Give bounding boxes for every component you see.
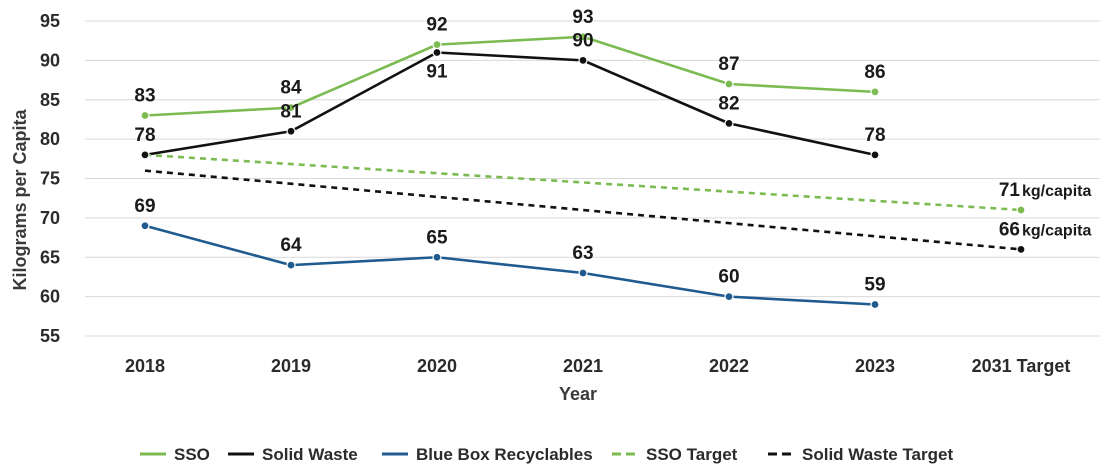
data-point [1016, 244, 1026, 254]
series-line [143, 51, 877, 157]
legend-item: Solid Waste [228, 445, 358, 464]
grid-lines [85, 20, 1100, 337]
y-axis-ticks: 55 60 65 70 75 80 85 90 95 [40, 11, 60, 346]
data-point [286, 103, 296, 113]
legend-item: SSO [140, 445, 210, 464]
data-point [286, 260, 296, 270]
unit-label: kg/capita [1022, 222, 1091, 239]
y-tick-label: 60 [40, 287, 60, 307]
data-point [432, 252, 442, 262]
x-tick-label: 2019 [271, 356, 311, 376]
data-point [578, 55, 588, 65]
data-label: 65 [426, 227, 448, 248]
series-line [143, 224, 877, 306]
data-label: 81 [280, 101, 302, 122]
data-label: 87 [718, 54, 739, 75]
x-axis-ticks: 2018 2019 2020 2021 2022 2023 2031 Target [125, 356, 1070, 376]
legend-label: Solid Waste Target [802, 445, 953, 464]
series-line [144, 153, 1022, 212]
data-point [870, 150, 880, 160]
x-tick-label: 2021 [563, 356, 603, 376]
x-axis-title: Year [559, 384, 597, 404]
legend-item: Blue Box Recyclables [382, 445, 593, 464]
data-label: 93 [572, 7, 593, 28]
y-tick-label: 65 [40, 247, 60, 267]
legend-label: SSO [174, 445, 210, 464]
data-point [724, 292, 734, 302]
data-point [140, 150, 150, 160]
x-tick-label: 2031 Target [972, 356, 1071, 376]
data-label: 64 [280, 235, 302, 256]
data-label: 84 [280, 78, 302, 99]
data-point [286, 126, 296, 136]
series-line [144, 169, 1022, 251]
data-label: 71 [999, 180, 1021, 201]
data-point [1016, 205, 1026, 215]
data-label: 86 [864, 62, 885, 83]
data-point [432, 47, 442, 58]
series-line [143, 35, 877, 117]
data-label: 91 [426, 62, 448, 83]
x-tick-label: 2022 [709, 356, 749, 376]
data-label: 92 [426, 15, 447, 36]
legend-label: Blue Box Recyclables [416, 445, 593, 464]
data-label: 59 [864, 275, 885, 296]
data-point [870, 299, 880, 310]
legend: SSO Solid Waste Blue Box Recyclables SSO Ta… [140, 445, 953, 464]
legend-label: Solid Waste [262, 445, 358, 464]
series-lines [143, 35, 1022, 306]
data-label: 60 [718, 267, 739, 288]
data-label: 83 [134, 86, 155, 107]
data-label: 78 [864, 125, 885, 146]
y-tick-label: 70 [40, 208, 60, 228]
x-tick-label: 2023 [855, 356, 895, 376]
data-point [140, 110, 150, 121]
data-point [140, 221, 150, 231]
x-tick-label: 2020 [417, 356, 457, 376]
y-tick-label: 90 [40, 50, 60, 70]
data-label: 90 [572, 30, 593, 51]
legend-label: SSO Target [646, 445, 738, 464]
y-tick-label: 95 [40, 11, 60, 31]
data-label: 66 [999, 219, 1020, 240]
y-tick-label: 85 [40, 90, 60, 110]
data-label: 63 [572, 243, 593, 264]
data-point [724, 118, 734, 128]
y-tick-label: 55 [40, 326, 60, 346]
legend-item: Solid Waste Target [768, 445, 953, 464]
data-point [724, 79, 734, 89]
y-tick-label: 80 [40, 129, 60, 149]
unit-label: kg/capita [1022, 183, 1091, 200]
data-point [870, 87, 880, 97]
x-tick-label: 2018 [125, 356, 165, 376]
data-point [432, 40, 442, 50]
data-label: 78 [134, 125, 155, 146]
legend-item: SSO Target [612, 445, 738, 464]
y-axis-title: Kilograms per Capita [10, 108, 30, 290]
data-label: 69 [134, 196, 155, 217]
data-points [140, 32, 1026, 310]
y-tick-label: 75 [40, 169, 60, 189]
data-point [578, 268, 588, 278]
data-point [578, 32, 588, 42]
data-label: 82 [718, 93, 739, 114]
